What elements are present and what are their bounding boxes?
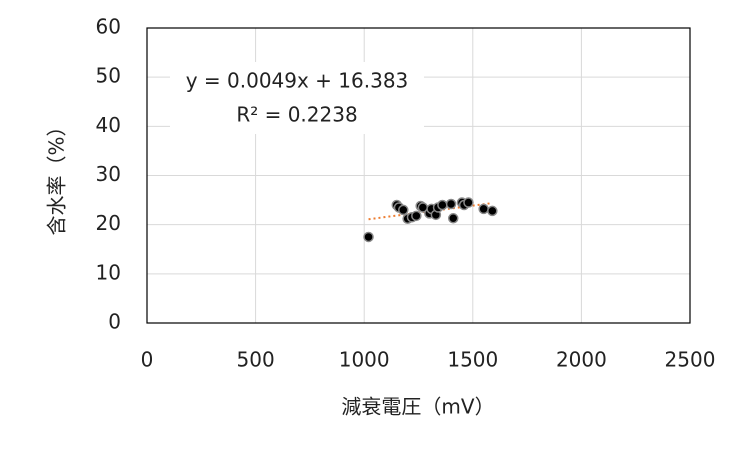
y-tick-label: 60 xyxy=(96,15,121,39)
equation-box xyxy=(170,62,424,134)
x-axis-title: 減衰電圧（mV） xyxy=(341,395,494,419)
y-tick-label: 20 xyxy=(96,211,121,235)
y-tick-label: 40 xyxy=(96,113,121,137)
plot-border xyxy=(146,27,691,324)
trend-r-squared: R² = 0.2238 xyxy=(236,103,357,127)
point xyxy=(448,213,459,224)
x-tick-label: 2500 xyxy=(665,348,716,372)
x-tick-label: 1500 xyxy=(447,348,498,372)
y-tick-label: 10 xyxy=(96,260,121,284)
y-tick-label: 0 xyxy=(108,310,121,334)
point xyxy=(445,198,457,210)
point xyxy=(437,199,448,211)
y-axis-title: 含水率（%） xyxy=(45,116,69,235)
trend-equation: y = 0.0049x + 16.383 xyxy=(186,69,409,93)
point xyxy=(398,204,409,216)
trendline xyxy=(368,202,493,221)
x-tick-label: 500 xyxy=(237,348,275,372)
x-tick-label: 0 xyxy=(141,348,154,372)
y-tick-label: 30 xyxy=(96,162,121,186)
point xyxy=(478,203,489,215)
x-tick-label: 2000 xyxy=(556,348,607,372)
point xyxy=(463,197,474,208)
point xyxy=(363,231,374,243)
point xyxy=(487,205,498,217)
point xyxy=(411,210,422,222)
marks xyxy=(363,197,498,243)
x-tick-label: 1000 xyxy=(339,348,390,372)
y-tick-label: 50 xyxy=(96,64,121,88)
